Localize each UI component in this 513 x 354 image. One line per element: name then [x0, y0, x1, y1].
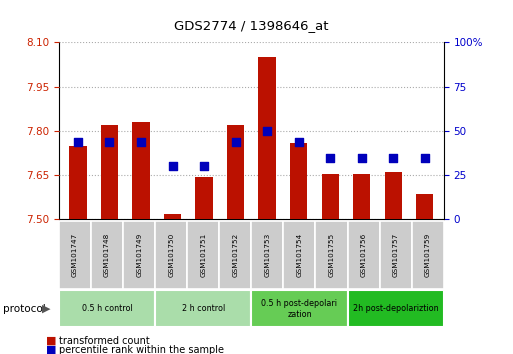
Point	[294, 139, 303, 144]
Text: GSM101754: GSM101754	[297, 233, 303, 277]
Bar	[348, 290, 444, 327]
Bar	[411, 221, 444, 289]
Bar	[164, 213, 181, 219]
Bar	[155, 221, 187, 289]
Text: 2 h control: 2 h control	[182, 304, 225, 313]
Text: GSM101753: GSM101753	[264, 233, 270, 277]
Text: ■: ■	[46, 345, 56, 354]
Text: GSM101750: GSM101750	[168, 233, 174, 277]
Text: GSM101752: GSM101752	[232, 233, 239, 277]
Point	[200, 164, 208, 169]
Point	[263, 128, 271, 134]
Bar	[132, 122, 150, 219]
Point	[74, 139, 82, 144]
Bar	[187, 221, 220, 289]
Bar	[69, 146, 87, 219]
Bar	[315, 221, 348, 289]
Text: GSM101757: GSM101757	[392, 233, 399, 277]
Bar	[251, 290, 348, 327]
Text: 0.5 h control: 0.5 h control	[82, 304, 132, 313]
Text: ■: ■	[46, 336, 56, 346]
Text: GSM101747: GSM101747	[72, 233, 78, 277]
Point	[326, 155, 334, 160]
Bar	[290, 143, 307, 219]
Text: GSM101756: GSM101756	[361, 233, 367, 277]
Bar	[101, 125, 118, 219]
Point	[358, 155, 366, 160]
Point	[231, 139, 240, 144]
Text: ▶: ▶	[42, 304, 51, 314]
Bar	[283, 221, 315, 289]
Text: 0.5 h post-depolari
zation: 0.5 h post-depolari zation	[262, 299, 338, 319]
Point	[389, 155, 398, 160]
Bar	[322, 174, 339, 219]
Text: GDS2774 / 1398646_at: GDS2774 / 1398646_at	[174, 19, 329, 32]
Text: GSM101751: GSM101751	[200, 233, 206, 277]
Text: GSM101759: GSM101759	[425, 233, 431, 277]
Bar	[195, 177, 213, 219]
Point	[105, 139, 113, 144]
Text: GSM101748: GSM101748	[104, 233, 110, 277]
Bar	[385, 172, 402, 219]
Bar	[380, 221, 411, 289]
Text: 2h post-depolariztion: 2h post-depolariztion	[353, 304, 439, 313]
Text: percentile rank within the sample: percentile rank within the sample	[59, 345, 224, 354]
Bar	[220, 221, 251, 289]
Text: GSM101755: GSM101755	[328, 233, 334, 277]
Point	[421, 155, 429, 160]
Text: protocol: protocol	[3, 304, 45, 314]
Bar	[348, 221, 380, 289]
Bar	[251, 221, 283, 289]
Bar	[155, 290, 251, 327]
Bar	[91, 221, 123, 289]
Text: transformed count: transformed count	[59, 336, 150, 346]
Text: GSM101749: GSM101749	[136, 233, 142, 277]
Bar	[416, 194, 433, 219]
Bar	[59, 221, 91, 289]
Bar	[123, 221, 155, 289]
Bar	[259, 57, 276, 219]
Point	[137, 139, 145, 144]
Bar	[353, 174, 370, 219]
Bar	[59, 290, 155, 327]
Bar	[227, 125, 244, 219]
Point	[168, 164, 176, 169]
